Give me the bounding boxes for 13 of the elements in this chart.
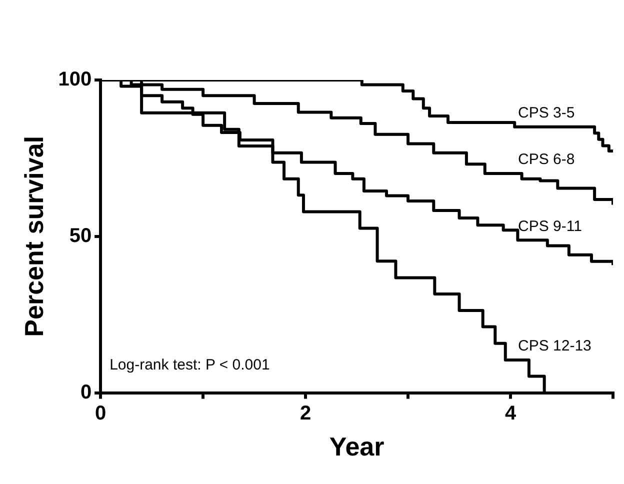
annotation: Log-rank test: P < 0.001 — [110, 356, 270, 374]
x-axis-title: Year — [329, 432, 384, 462]
y-axis-title: Percent survival — [18, 136, 49, 337]
series-label: CPS 6-8 — [518, 151, 575, 168]
series-label: CPS 3-5 — [518, 104, 575, 122]
x-tick-label: 0 — [95, 402, 106, 424]
y-tick-label: 0 — [80, 381, 92, 404]
x-tick-label: 2 — [300, 402, 312, 424]
y-tick-label: 50 — [69, 224, 92, 247]
y-tick-label: 100 — [58, 68, 92, 91]
x-tick-label: 4 — [504, 402, 517, 424]
series-label: CPS 9-11 — [518, 218, 582, 235]
series-label: CPS 12-13 — [518, 338, 592, 355]
